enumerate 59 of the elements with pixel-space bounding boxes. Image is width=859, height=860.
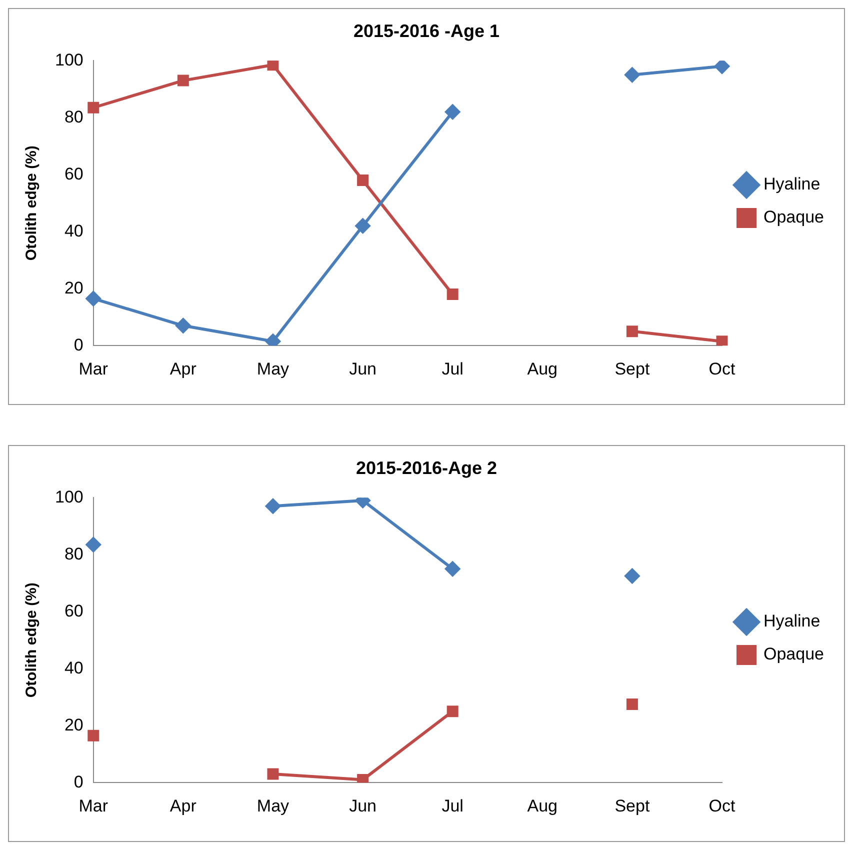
- y-axis-title: Otolith edge (%): [23, 582, 40, 698]
- x-tick-label: Mar: [78, 359, 108, 378]
- point: [86, 537, 101, 552]
- x-tick-label: Aug: [527, 796, 558, 816]
- x-tick-label: Jun: [349, 359, 376, 378]
- legend-label: Opaque: [764, 644, 824, 664]
- point: [357, 174, 369, 186]
- y-tick-label: 0: [74, 772, 84, 792]
- point: [265, 498, 280, 514]
- chart-title: 2015-2016 -Age 1: [353, 20, 500, 41]
- x-tick-label: Jul: [442, 359, 464, 378]
- y-tick-label: 20: [64, 278, 84, 298]
- point: [267, 768, 279, 780]
- point: [445, 104, 460, 120]
- y-tick-label: 80: [64, 107, 84, 126]
- point: [265, 334, 280, 346]
- y-tick-label: 80: [64, 544, 84, 564]
- y-tick-label: 40: [64, 221, 84, 240]
- x-tick-label: Jul: [442, 796, 464, 816]
- point: [355, 218, 370, 234]
- y-tick-label: 60: [64, 601, 84, 620]
- point: [176, 318, 191, 334]
- y-tick-label: 0: [74, 335, 84, 354]
- point: [86, 291, 101, 306]
- point: [267, 60, 279, 71]
- point: [624, 568, 640, 584]
- y-tick-label: 100: [54, 487, 84, 506]
- x-tick-label: Sept: [614, 796, 650, 816]
- x-tick-label: Aug: [527, 359, 558, 378]
- y-tick-label: 40: [64, 658, 84, 678]
- point: [446, 288, 458, 300]
- chart-title: 2015-2016-Age 2: [356, 458, 498, 478]
- legend-label: Opaque: [764, 208, 824, 227]
- x-tick-label: May: [256, 359, 290, 378]
- point: [88, 102, 100, 114]
- point: [714, 60, 730, 74]
- point: [716, 336, 728, 346]
- legend-label: Hyaline: [764, 174, 820, 194]
- x-tick-label: May: [256, 796, 290, 816]
- y-tick-label: 100: [54, 50, 84, 70]
- point: [626, 326, 638, 338]
- y-tick-label: 60: [64, 164, 84, 184]
- x-tick-label: Jun: [349, 796, 376, 816]
- x-tick-label: Apr: [170, 796, 197, 816]
- point: [88, 730, 100, 742]
- point: [357, 774, 369, 783]
- y-axis-title: Otolith edge (%): [23, 146, 40, 261]
- x-tick-label: Mar: [78, 796, 108, 816]
- x-tick-label: Oct: [708, 359, 736, 378]
- point: [445, 561, 460, 576]
- x-tick-label: Sept: [614, 359, 650, 378]
- point: [624, 67, 640, 82]
- y-tick-label: 20: [64, 715, 84, 734]
- x-tick-label: Apr: [170, 359, 197, 378]
- legend-label: Hyaline: [764, 612, 820, 631]
- point: [626, 698, 638, 710]
- x-tick-label: Oct: [708, 796, 736, 816]
- point: [177, 74, 189, 86]
- point: [446, 706, 458, 718]
